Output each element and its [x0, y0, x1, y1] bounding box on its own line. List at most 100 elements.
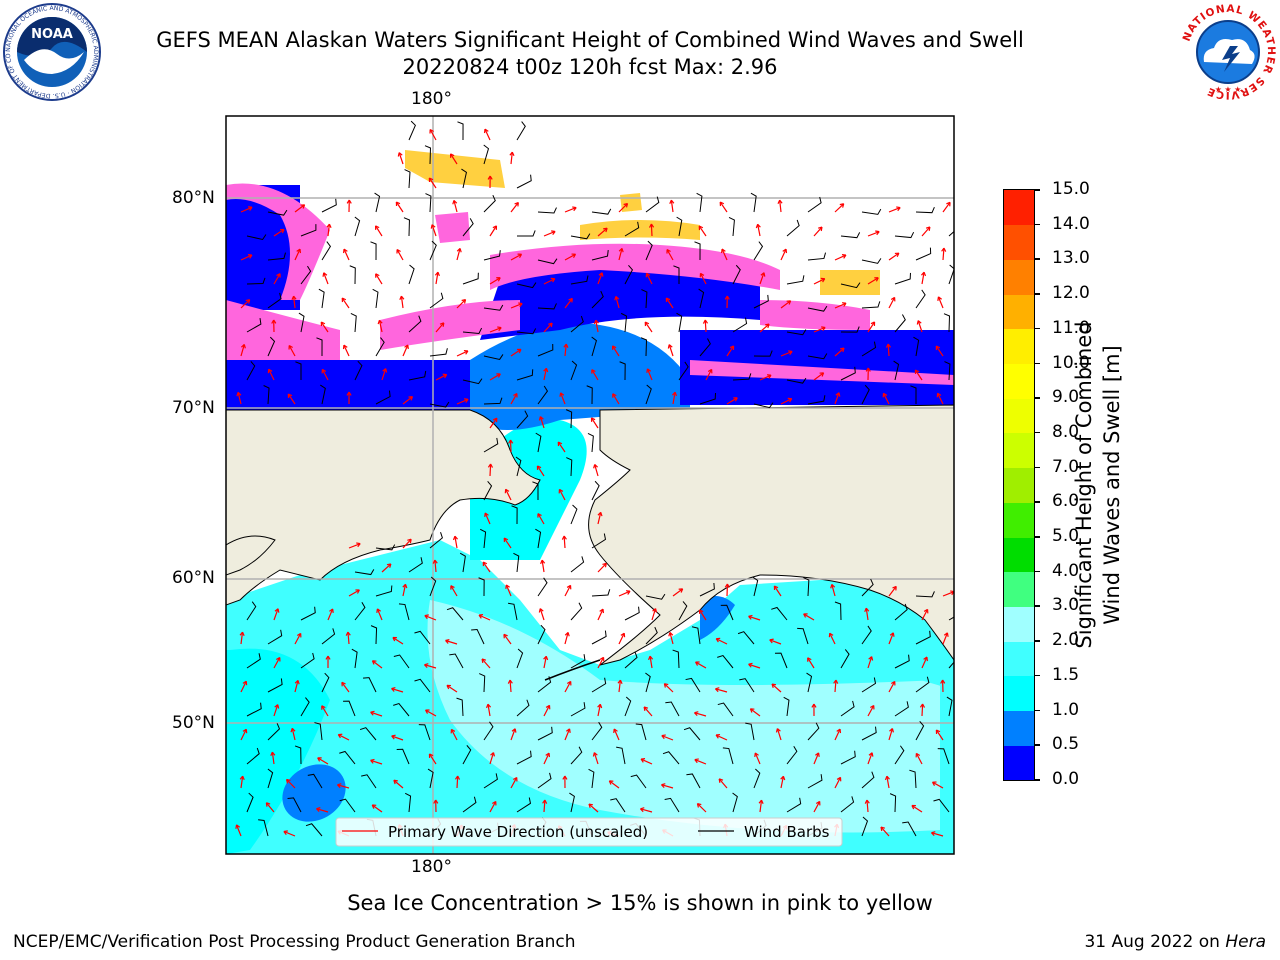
wave-direction-arrow: [293, 296, 296, 309]
wave-direction-arrow: [543, 799, 546, 813]
wind-barb: [359, 727, 377, 741]
wave-direction-arrow: [597, 657, 605, 669]
colorbar-tick-label: 4.0: [1052, 560, 1080, 581]
wind-barb: [370, 241, 377, 261]
wind-barb: [429, 240, 437, 261]
wave-direction-arrow: [510, 202, 519, 213]
wave-direction-arrow: [715, 734, 728, 741]
wind-barb: [672, 649, 680, 669]
wave-direction-arrow: [402, 344, 409, 357]
wave-direction-arrow: [341, 297, 350, 309]
wave-direction-arrow: [348, 589, 360, 597]
wave-direction-arrow: [316, 808, 329, 813]
wave-direction-arrow: [609, 780, 620, 789]
wave-arrow-head: [562, 775, 568, 780]
colorbar-segment: [1004, 467, 1034, 503]
wave-arrow-head: [429, 128, 434, 134]
wave-direction-arrow: [867, 705, 875, 717]
wind-barb: [429, 292, 444, 309]
wave-direction-arrow: [327, 608, 334, 621]
wind-barb: [515, 456, 522, 477]
wind-barb: [894, 603, 908, 621]
siberia-land: [226, 409, 541, 606]
wave-direction-arrow: [240, 728, 247, 741]
wave-arrow-head: [936, 392, 942, 398]
wind-barb: [403, 217, 410, 237]
wind-barb: [807, 252, 827, 261]
wave-direction-arrow: [320, 321, 329, 333]
wind-barb: [349, 265, 356, 285]
wave-direction-arrow: [618, 590, 631, 597]
wave-direction-arrow: [921, 609, 929, 621]
wave-arrow-head: [487, 463, 494, 468]
wave-arrow-head: [487, 175, 493, 180]
wave-direction-arrow: [748, 663, 761, 669]
colorbar-tick-mark: [1034, 258, 1040, 260]
wave-arrow-head: [456, 247, 462, 253]
wave-arrow-head: [288, 344, 293, 350]
wave-arrow-head: [511, 728, 517, 733]
wave-arrow-head: [868, 656, 874, 661]
wave-direction-arrow: [591, 369, 599, 381]
wave-arrow-head: [497, 326, 502, 332]
wind-barb: [620, 312, 628, 333]
wave-direction-arrow: [834, 679, 837, 693]
wind-barb: [699, 338, 711, 357]
wind-barb: [586, 385, 593, 405]
colorbar-segment: [1004, 190, 1034, 226]
wind-barb: [246, 361, 256, 381]
wave-direction-arrow: [392, 636, 404, 645]
wave-arrow-head: [620, 632, 626, 638]
wind-barb: [698, 288, 705, 309]
wave-direction-arrow: [321, 705, 329, 717]
wave-direction-arrow: [558, 489, 566, 501]
wind-barb: [429, 576, 437, 597]
wave-direction-arrow: [378, 320, 383, 333]
wind-barb: [640, 337, 648, 357]
wave-arrow-head: [551, 230, 556, 236]
wind-barb: [516, 121, 526, 141]
wave-arrow-head: [542, 799, 548, 804]
wave-arrow-head: [430, 224, 436, 229]
wave-arrow-head: [937, 296, 943, 301]
wave-arrow-head: [729, 345, 735, 350]
wind-barb: [516, 648, 524, 669]
wave-arrow-head: [820, 277, 826, 283]
wave-direction-arrow: [921, 272, 925, 285]
wave-direction-arrow: [510, 777, 518, 789]
wave-arrow-head: [645, 272, 651, 278]
wave-direction-arrow: [400, 296, 404, 309]
colorbar-tick-label: 11.0: [1052, 317, 1090, 338]
wind-barb: [685, 677, 701, 693]
wave-arrow-head: [452, 535, 458, 541]
wave-arrow-head: [923, 608, 929, 614]
wind-barb: [246, 277, 266, 285]
wave-direction-arrow: [915, 753, 923, 765]
wave-arrow-head: [839, 203, 845, 208]
wave-arrow-head: [407, 538, 412, 544]
wave-arrow-head: [239, 631, 245, 636]
wave-arrow-head: [496, 373, 501, 378]
wind-barb: [408, 370, 427, 381]
wave-arrow-head: [559, 392, 565, 397]
wind-barb: [807, 196, 822, 213]
wave-arrow-head: [538, 608, 544, 613]
wind-barb: [894, 745, 905, 765]
wave-arrow-head: [326, 223, 332, 228]
wind-barb: [728, 216, 735, 237]
wave-direction-arrow: [646, 273, 653, 285]
wave-arrow-head: [835, 392, 841, 397]
wave-arrow-head: [346, 199, 352, 204]
wind-barb: [321, 241, 332, 261]
wind-barb: [507, 602, 518, 621]
colorbar-segment: [1004, 675, 1034, 712]
wind-barb: [807, 395, 826, 405]
wave-direction-arrow: [456, 299, 466, 309]
wind-barb: [694, 241, 701, 261]
wave-arrow-head: [300, 204, 306, 209]
wind-barb: [861, 258, 882, 264]
wind-barb: [699, 582, 715, 597]
wave-direction-arrow: [489, 463, 492, 477]
wave-direction-arrow: [911, 804, 923, 813]
wave-direction-arrow: [287, 393, 296, 405]
